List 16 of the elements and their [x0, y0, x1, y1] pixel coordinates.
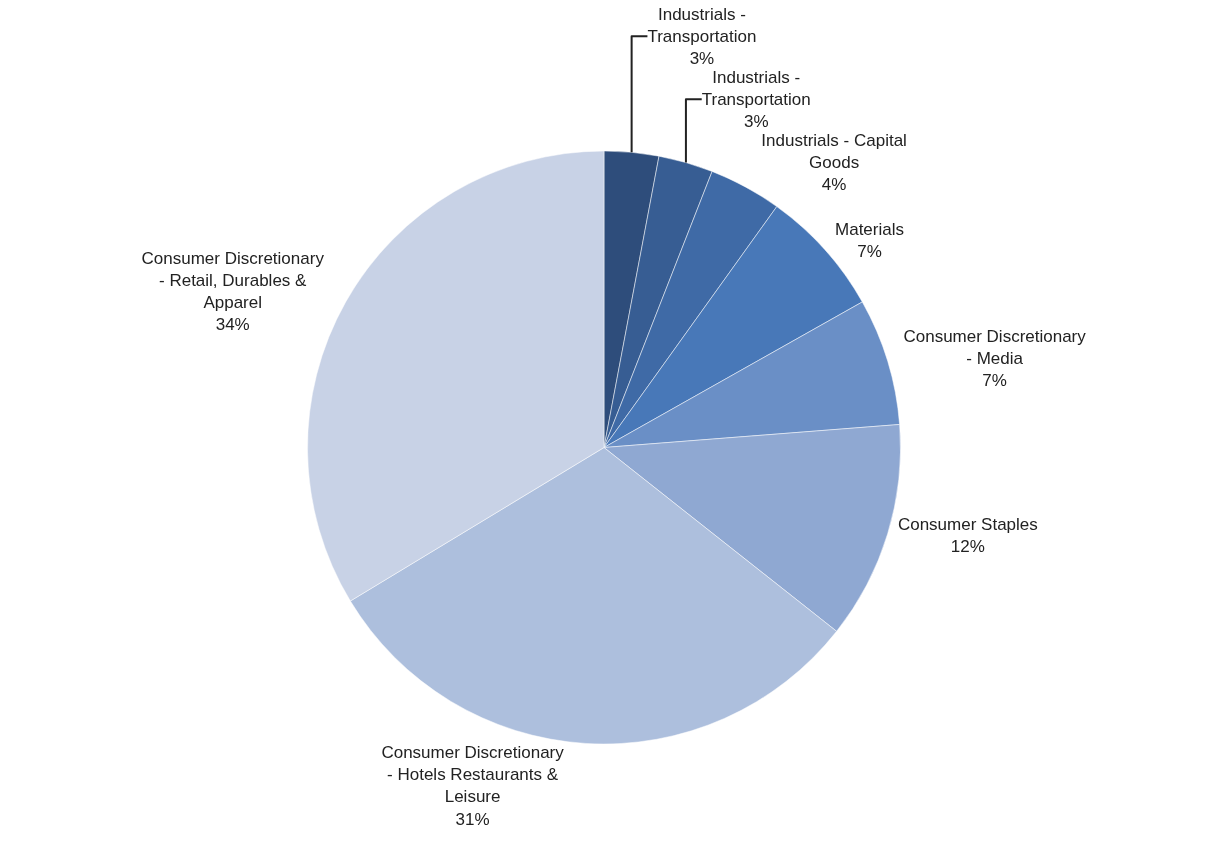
data-label: 31% [455, 809, 490, 829]
data-label: 7% [857, 241, 882, 261]
slice-label: Consumer Discretionary - Hotels Restaurants & Leisure [381, 743, 565, 807]
slice-label: Consumer Discretionary - Media [903, 326, 1087, 368]
data-label: 4% [821, 175, 847, 195]
slice-label: Industrials - Transportation [647, 4, 757, 46]
data-label: 12% [950, 537, 985, 557]
data-label: 3% [689, 48, 715, 68]
slice-label: Consumer Discretionary - Retail, Durables & Apparel [141, 248, 325, 313]
data-label: 34% [215, 315, 250, 335]
slice-label: Materials [835, 219, 904, 239]
slice-label: Industrials - Capital Goods [761, 130, 907, 173]
data-label: 7% [982, 371, 1007, 391]
slice-label: Industrials - Transportation [701, 67, 811, 109]
data-label: 3% [743, 111, 769, 131]
slice-label: Consumer Staples [897, 515, 1038, 535]
